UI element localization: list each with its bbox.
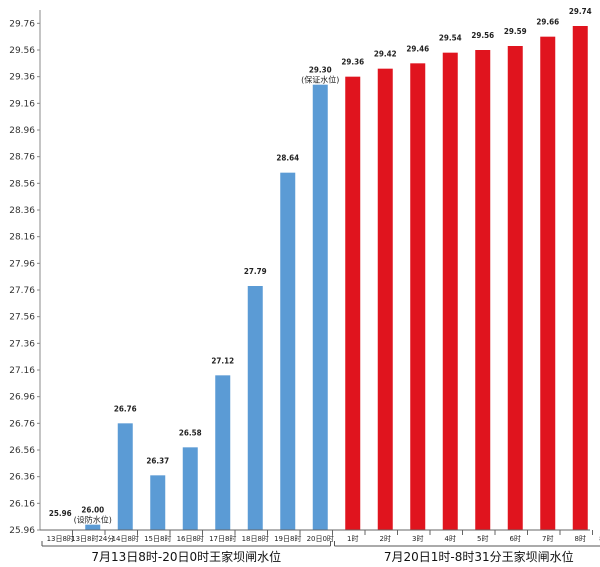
y-tick-label: 28.76 xyxy=(9,153,35,163)
x-tick-label: 15日8时 xyxy=(144,534,171,543)
bar xyxy=(572,26,588,530)
x-tick-label: 13日8时24分 xyxy=(71,534,114,543)
x-tick-label: 2时 xyxy=(380,534,391,543)
bar-value-label: 28.64 xyxy=(276,154,299,163)
bar xyxy=(540,36,556,531)
x-tick-label: 6时 xyxy=(510,534,521,543)
bar xyxy=(442,52,458,531)
bar xyxy=(377,68,393,531)
bar xyxy=(182,447,198,530)
y-tick-label: 28.36 xyxy=(9,206,35,216)
y-axis: 25.96 26.16 26.36 26.56 26.76 26.96 27.16 27.36… xyxy=(9,10,41,536)
y-tick-label: 27.16 xyxy=(9,366,35,376)
bar-value-label: 26.76 xyxy=(114,404,137,413)
bar-note-label: (保证水位) xyxy=(301,75,339,85)
y-tick-label: 26.36 xyxy=(9,473,35,483)
y-tick-label: 28.16 xyxy=(9,233,35,243)
y-tick-label: 26.76 xyxy=(9,419,35,429)
group-label: 7月20日1时-8时31分王家坝闸水位 xyxy=(384,549,574,564)
bar-value-label: 27.79 xyxy=(244,267,267,276)
bar-value-label: 29.36 xyxy=(341,58,364,67)
y-tick-label: 26.56 xyxy=(9,446,35,456)
bar xyxy=(247,286,263,530)
bar-value-label: 29.46 xyxy=(406,44,429,53)
y-tick-label: 29.76 xyxy=(9,19,35,29)
bar-value-label: 26.00 xyxy=(81,506,104,515)
x-tick-label: 1时 xyxy=(347,534,358,543)
bar-value-label: 29.42 xyxy=(374,50,397,59)
y-tick-label: 29.16 xyxy=(9,99,35,109)
x-tick-label: 7时 xyxy=(542,534,553,543)
bar-value-label: 29.30 xyxy=(309,66,332,75)
x-tick-label: 13日8时 xyxy=(47,534,74,543)
x-tick-label: 5时 xyxy=(477,534,488,543)
x-tick-label: 8时 xyxy=(575,534,586,543)
y-tick-label: 29.36 xyxy=(9,73,35,83)
x-tick-label: 17日8时 xyxy=(209,534,236,543)
y-tick-label: 25.96 xyxy=(9,526,35,536)
bar-value-label: 26.37 xyxy=(146,456,169,465)
y-tick-label: 26.96 xyxy=(9,393,35,403)
bar xyxy=(345,76,361,531)
bar-value-label: 29.66 xyxy=(536,18,559,27)
group-label: 7月13日8时-20日0时王家坝闸水位 xyxy=(91,549,281,564)
x-tick-label: 19日8时 xyxy=(274,534,301,543)
bar xyxy=(312,84,328,531)
y-tick-label: 28.96 xyxy=(9,126,35,136)
bar xyxy=(410,63,426,530)
bar-value-label: 29.59 xyxy=(504,27,527,36)
y-tick-label: 29.56 xyxy=(9,46,35,56)
bars-layer: 25.96 26.00(设防水位) 26.76 26.37 26.58 27.12 27.7… xyxy=(49,7,592,531)
bar-value-label: 26.58 xyxy=(179,428,202,437)
x-tick-label: 4时 xyxy=(445,534,456,543)
x-tick-label: 18日8时 xyxy=(242,534,269,543)
bar xyxy=(507,46,523,530)
bar-value-label: 27.12 xyxy=(211,356,234,365)
y-tick-label: 27.36 xyxy=(9,339,35,349)
y-tick-label: 27.96 xyxy=(9,259,35,269)
bar xyxy=(117,423,133,530)
bar-value-label: 29.54 xyxy=(439,34,462,43)
bar xyxy=(215,375,231,530)
y-tick-label: 27.56 xyxy=(9,313,35,323)
bar xyxy=(280,172,296,530)
x-tick-label: 3时 xyxy=(412,534,423,543)
bar xyxy=(475,50,491,530)
bar xyxy=(85,524,101,530)
x-tick-label: 20日0时 xyxy=(307,534,334,543)
y-tick-label: 28.56 xyxy=(9,179,35,189)
x-tick-label: 16日8时 xyxy=(177,534,204,543)
x-tick-label: 14日8时 xyxy=(112,534,139,543)
y-tick-label: 26.16 xyxy=(9,499,35,509)
y-tick-label: 27.76 xyxy=(9,286,35,296)
bar xyxy=(150,475,166,530)
bar-note-label: (设防水位) xyxy=(74,515,112,525)
bar-value-label: 29.56 xyxy=(471,31,494,40)
bar-value-label: 29.74 xyxy=(569,7,592,16)
bar-value-label: 25.96 xyxy=(49,509,72,518)
